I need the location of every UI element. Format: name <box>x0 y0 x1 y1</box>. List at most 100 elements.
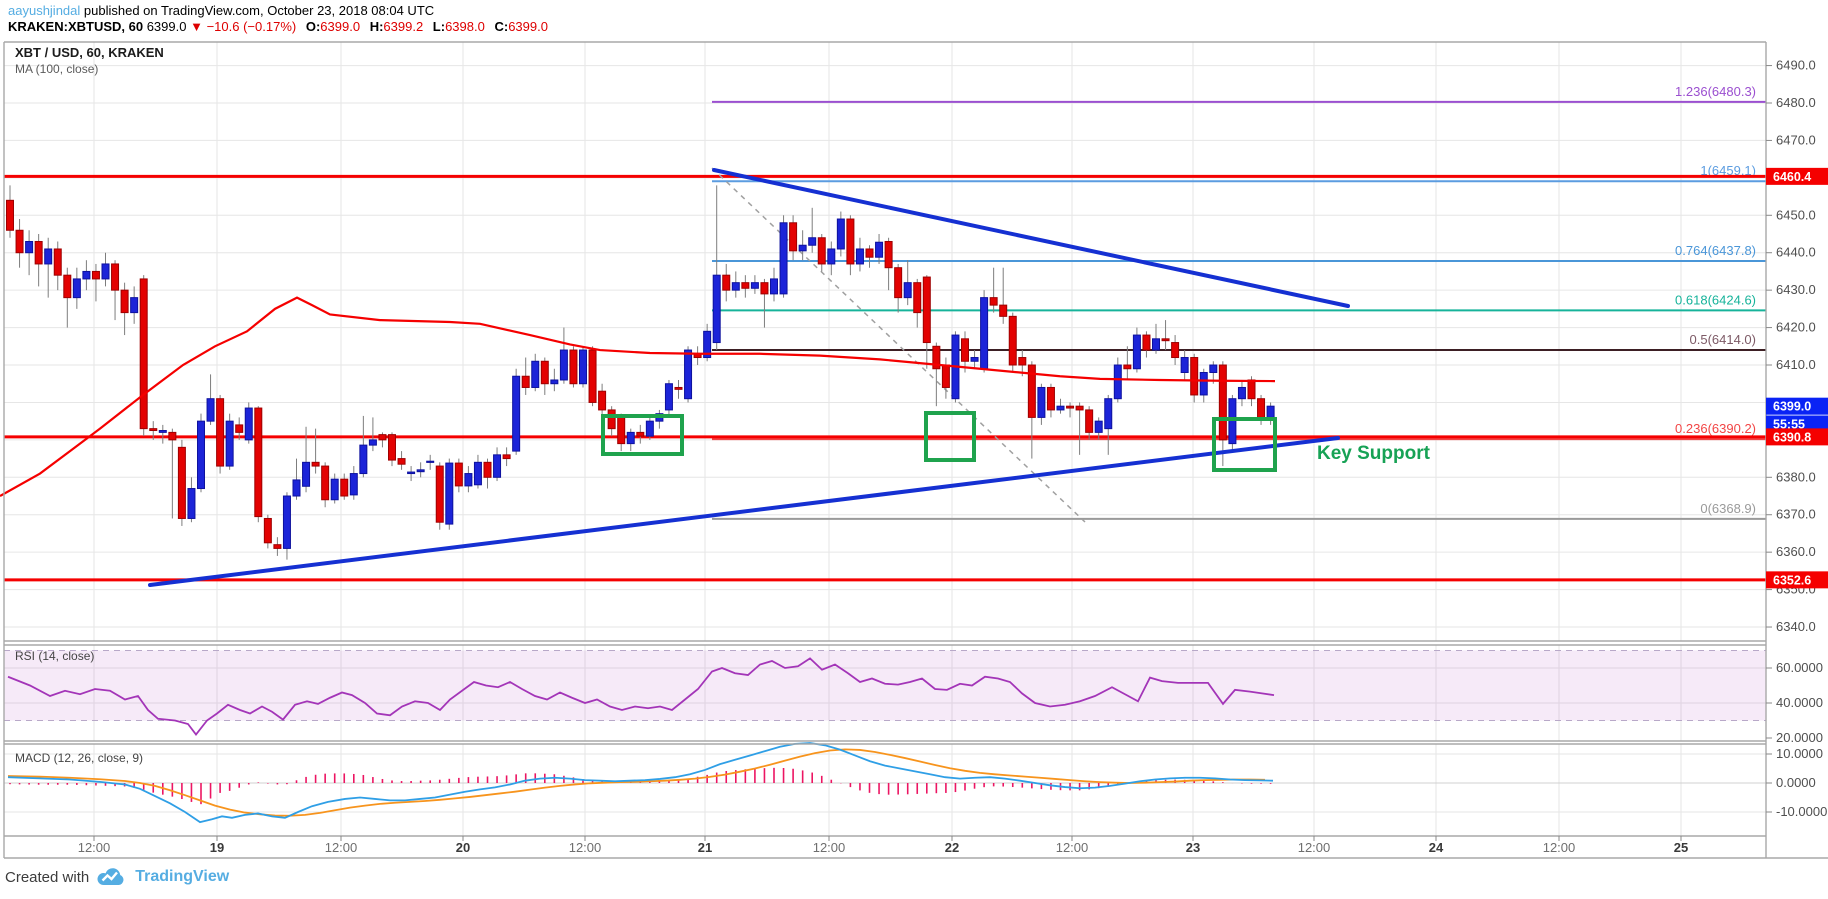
highlight-box[interactable] <box>1212 417 1277 472</box>
ma100-line[interactable] <box>0 296 1276 497</box>
price-tick-label: 6420.0 <box>1776 320 1816 335</box>
price-tag-bg <box>1766 415 1828 433</box>
candle-down <box>273 544 282 549</box>
candle-up <box>158 430 167 433</box>
candle-up <box>82 270 91 280</box>
candle-down <box>760 282 769 295</box>
macd-tick-label: 10.0000 <box>1776 746 1823 761</box>
price-pane: 1.236(6480.3) 1(6459.1) 0.764(6437.8) 0.618… <box>0 84 1766 587</box>
time-tick-label: 12:00 <box>813 840 846 855</box>
candle-up <box>244 407 253 441</box>
candle-down <box>111 263 120 291</box>
candle-up <box>407 471 416 475</box>
candle-down <box>894 267 903 299</box>
candle-up <box>579 349 587 385</box>
candle-up <box>550 379 559 385</box>
candle-up <box>559 349 568 381</box>
time-tick-label: 12:00 <box>1543 840 1576 855</box>
indicator-label-ma[interactable]: MA (100, close) <box>15 62 99 76</box>
candle-up <box>1056 405 1065 411</box>
candle-down <box>435 465 444 523</box>
candle-up <box>1113 364 1122 400</box>
candle-up <box>330 478 339 501</box>
candle-down <box>521 375 530 388</box>
candle-down <box>502 454 511 460</box>
candle-down <box>722 274 731 291</box>
candle-up <box>836 218 845 250</box>
candle-down <box>1190 357 1199 396</box>
candle-up <box>72 278 81 299</box>
candle-down <box>34 240 43 265</box>
fib-label: 0.236(6390.2) <box>1675 421 1756 436</box>
candle-up <box>664 383 673 411</box>
candle-up <box>512 375 521 452</box>
candle-up <box>493 454 502 478</box>
price-tag-text: 6460.4 <box>1773 170 1811 184</box>
price-tag-bg <box>1766 571 1828 589</box>
key-support-annotation: Key Support <box>1317 443 1430 464</box>
ascending-support-trendline[interactable] <box>148 436 1340 587</box>
time-tick-label: 12:00 <box>569 840 602 855</box>
open-value: 6399.0 <box>320 19 361 34</box>
candle-up <box>187 488 196 519</box>
candle-down <box>340 478 349 497</box>
price-tick-label: 6440.0 <box>1776 245 1816 260</box>
indicator-label-macd[interactable]: MACD (12, 26, close, 9) <box>15 751 144 765</box>
candle-down <box>607 409 616 430</box>
candle-up <box>197 420 205 490</box>
open-label: O: <box>305 19 321 34</box>
candle-down <box>674 386 683 390</box>
pane-title-price[interactable]: XBT / USD, 60, KRAKEN <box>15 45 164 60</box>
candle-down <box>378 434 387 441</box>
candle-down <box>817 237 826 265</box>
time-axis[interactable] <box>4 836 1766 858</box>
pane-borders <box>3 41 1828 859</box>
price-tag-bg <box>1766 397 1828 415</box>
candle-down <box>569 349 578 385</box>
quote-line: KRAKEN:XBTUSD, 60 6399.0 ▼ −10.6 (−0.17%… <box>8 19 548 34</box>
macd-line[interactable] <box>7 742 1274 824</box>
highlight-box[interactable] <box>601 414 684 456</box>
price-tick-label: 6470.0 <box>1776 132 1816 147</box>
price-tag: 6460.4 <box>1766 167 1828 185</box>
candle-down <box>884 240 893 269</box>
candle-down <box>1066 405 1075 409</box>
candlestick-series[interactable] <box>6 185 1275 560</box>
fib-label: 1(6459.1) <box>1700 163 1756 178</box>
low-label: L: <box>432 19 446 34</box>
created-with-text: Created with <box>5 868 90 886</box>
fib-label: 0.618(6424.6) <box>1675 292 1756 307</box>
price-tick-label: 6450.0 <box>1776 207 1816 222</box>
price-axis[interactable] <box>1766 42 1828 858</box>
fib-dashed-connector <box>711 167 1086 523</box>
descending-resistance-trendline[interactable] <box>712 168 1350 308</box>
indicator-label-rsi[interactable]: RSI (14, close) <box>15 649 95 663</box>
candle-up <box>779 222 788 295</box>
candle-up <box>970 357 979 362</box>
candle-up <box>1180 357 1189 373</box>
candle-down <box>789 222 798 252</box>
candle-up <box>445 462 454 525</box>
candle-down <box>1027 364 1036 418</box>
candle-down <box>1142 334 1151 351</box>
highlight-box[interactable] <box>924 411 976 462</box>
candle-down <box>1161 338 1170 342</box>
price-tag: 6352.6 <box>1766 571 1828 589</box>
high-value: 6399.2 <box>383 19 424 34</box>
price-tag-text: 6352.6 <box>1773 573 1811 587</box>
rsi-line[interactable] <box>7 657 1275 736</box>
byline-text: published on TradingView.com, October 23… <box>80 3 435 18</box>
candle-down <box>235 424 244 433</box>
fib-retracement[interactable]: 1.236(6480.3) 1(6459.1) 0.764(6437.8) 0.618… <box>712 84 1766 520</box>
macd-histogram <box>9 767 1272 805</box>
author-link[interactable]: aayushjindal <box>8 3 81 18</box>
candle-up <box>1132 334 1141 370</box>
candle-up <box>349 473 358 496</box>
candle-down <box>989 297 998 306</box>
fib-label: 0.5(6414.0) <box>1690 332 1757 347</box>
candle-down <box>941 364 950 388</box>
tradingview-brand-link[interactable]: TradingView <box>135 868 230 885</box>
time-tick-label: 12:00 <box>78 840 111 855</box>
price-tag-bg <box>1766 167 1828 185</box>
